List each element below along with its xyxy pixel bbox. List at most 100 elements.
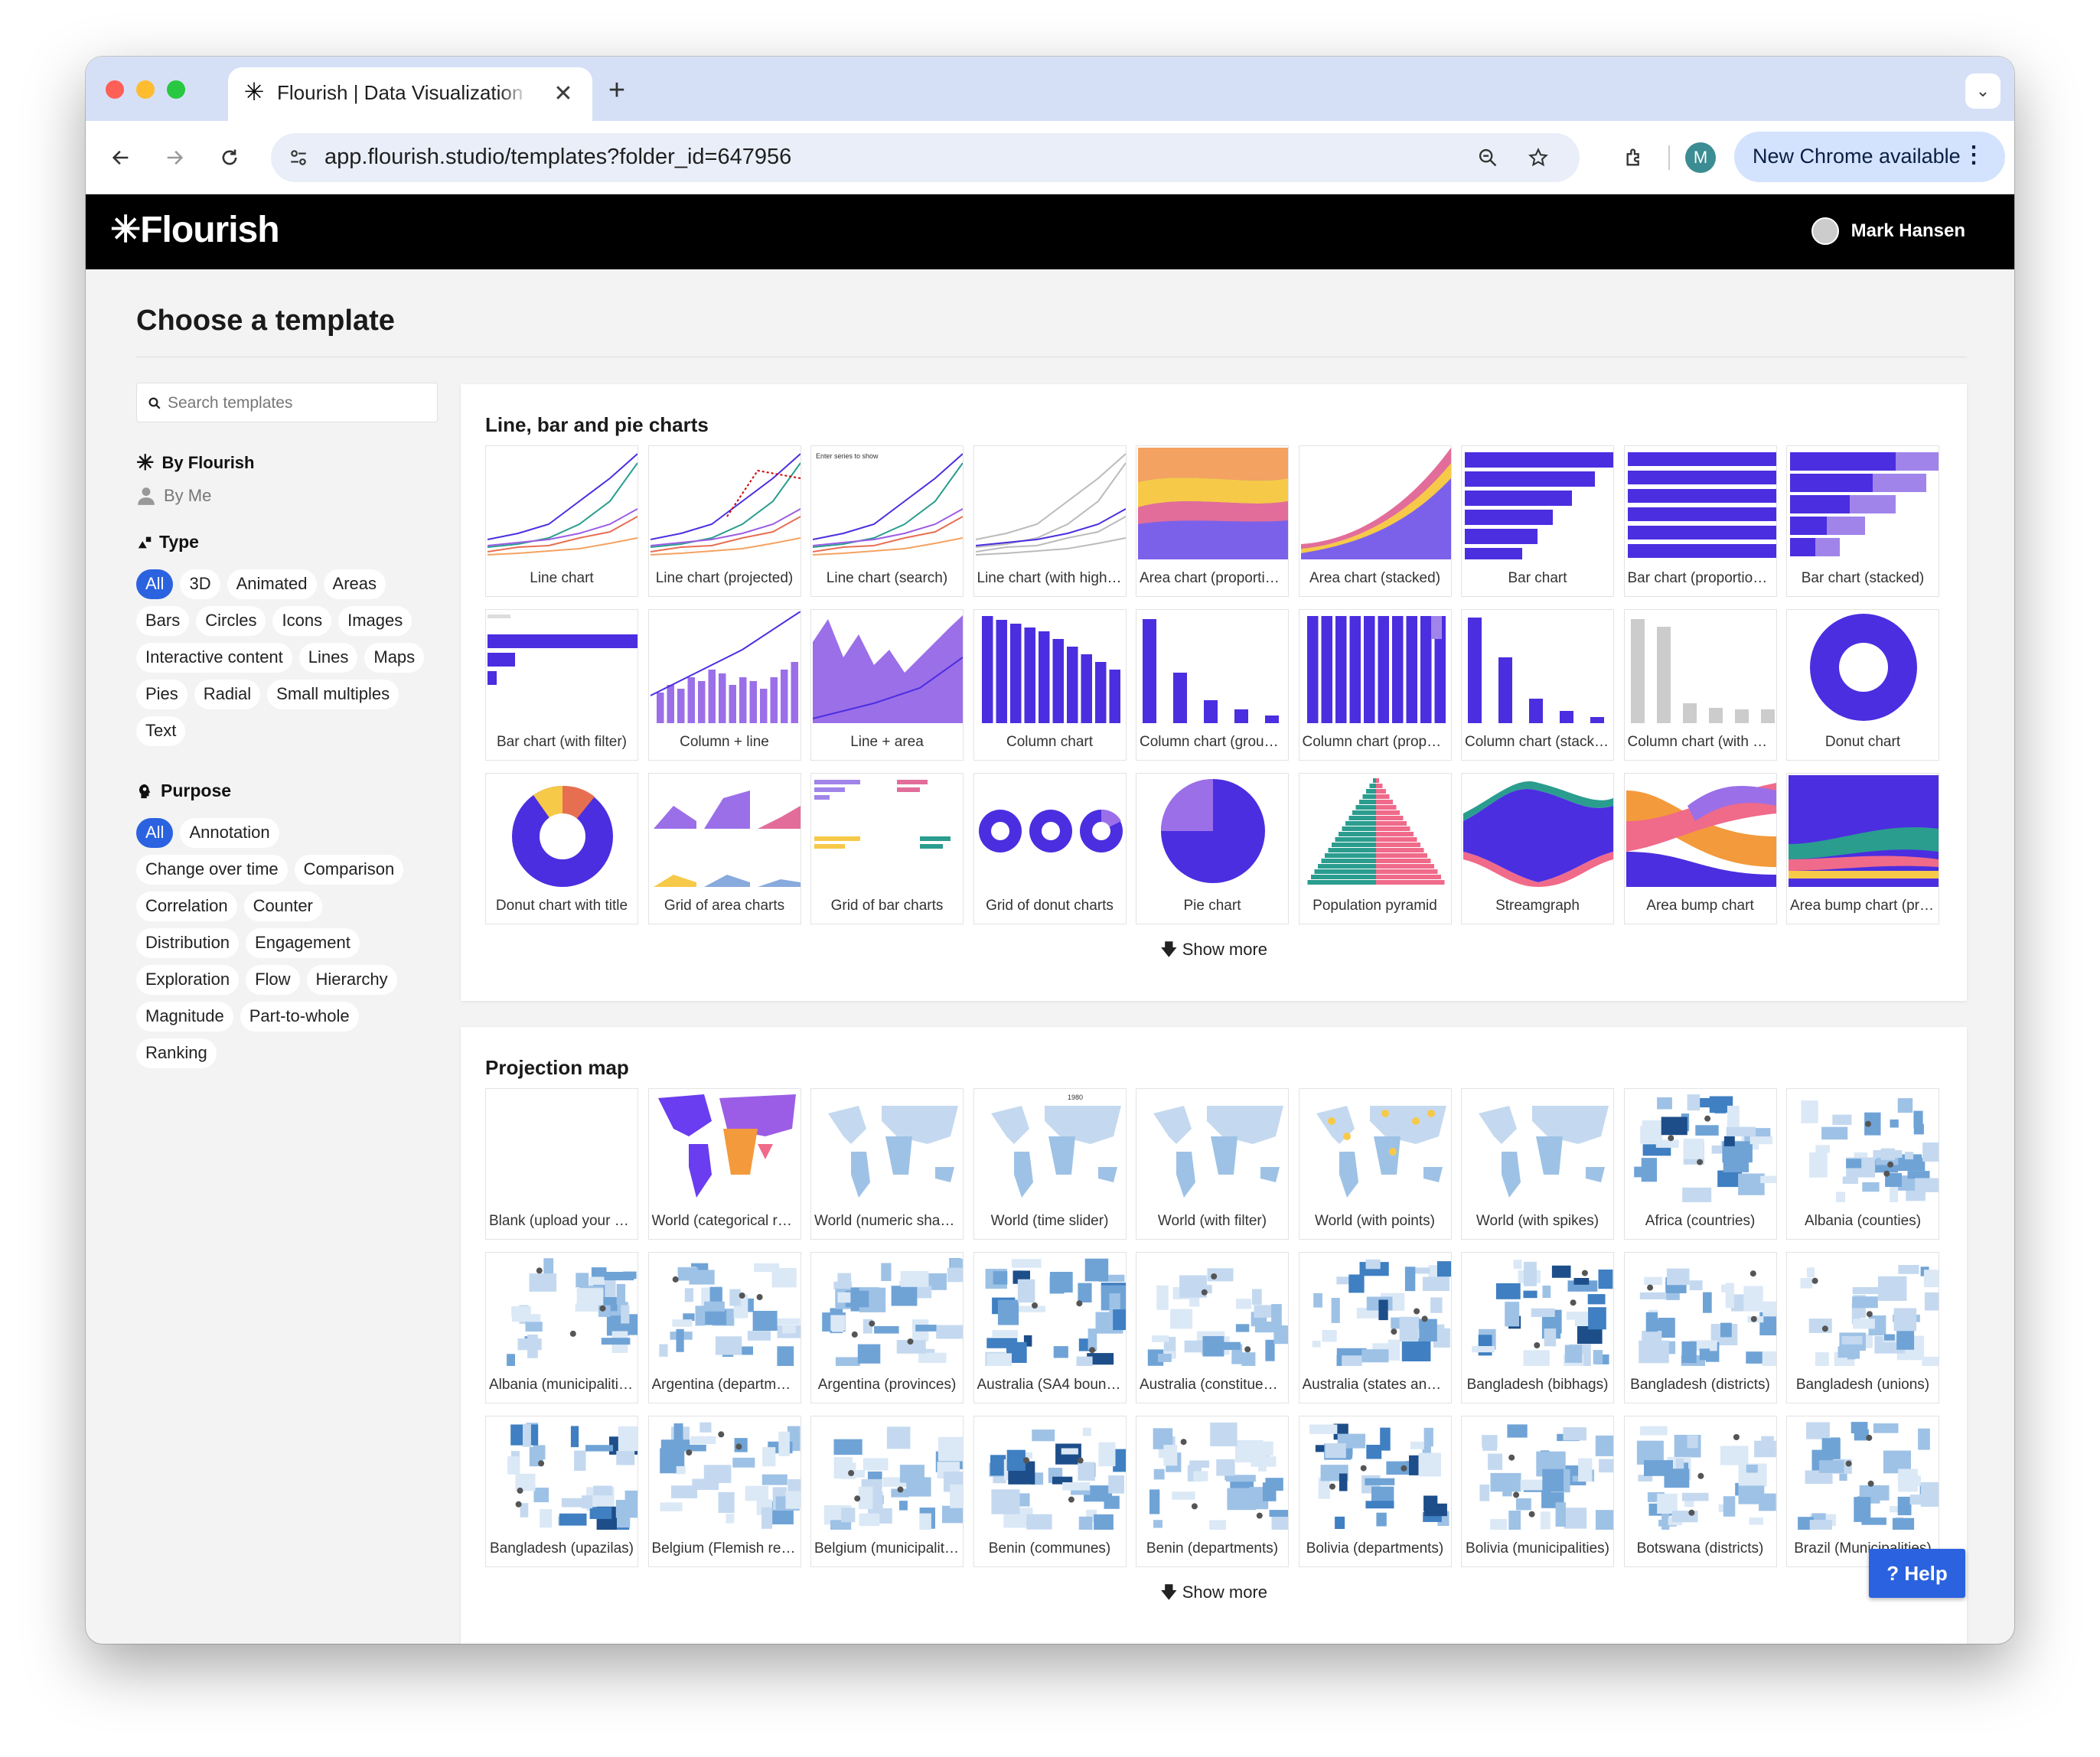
template-card-argentina-provinces[interactable]: Argentina (provinces) [810,1252,964,1403]
template-card-line-chart-search[interactable]: Enter series to show Line chart (search) [810,445,964,597]
template-card-bar-chart[interactable]: Bar chart [1461,445,1614,597]
new-tab-icon[interactable]: + [608,73,626,106]
close-tab-icon[interactable]: ✕ [553,80,573,106]
template-card-albania-counties[interactable]: Albania (counties) [1786,1088,1939,1240]
template-card-grid-of-bar-charts[interactable]: Grid of bar charts [810,773,964,924]
template-card-world-time-slider[interactable]: 1980 World (time slider) [973,1088,1127,1240]
reload-icon[interactable] [211,139,248,176]
template-card-line-chart-with-highlights[interactable]: Line chart (with highlights) [973,445,1127,597]
template-card-australia-sa4-boundaries[interactable]: Australia (SA4 boundaries) [973,1252,1127,1403]
template-card-population-pyramid[interactable]: Population pyramid [1298,773,1452,924]
tab-search-chevron-down-icon[interactable]: ⌄ [1965,73,2001,109]
search-templates-input[interactable]: Search templates [136,383,438,422]
template-card-argentina-departments[interactable]: Argentina (departments) [647,1252,801,1403]
template-card-bangladesh-bibhags[interactable]: Bangladesh (bibhags) [1461,1252,1614,1403]
type-filter-circles[interactable]: Circles [196,606,266,636]
template-card-column-chart-proportional[interactable]: Column chart (proportional) [1298,609,1452,761]
type-filter-icons[interactable]: Icons [272,606,332,636]
show-more-button[interactable]: 🡇 Show more [461,1579,1967,1609]
template-card-africa-countries[interactable]: Africa (countries) [1623,1088,1777,1240]
template-card-bangladesh-unions[interactable]: Bangladesh (unions) [1786,1252,1939,1403]
purpose-filter-comparison[interactable]: Comparison [294,855,404,885]
help-button[interactable]: ? Help [1869,1549,1965,1598]
purpose-filter-ranking[interactable]: Ranking [136,1038,217,1068]
template-card-column-chart[interactable]: Column chart [973,609,1127,761]
type-filter-interactive-content[interactable]: Interactive content [136,643,292,673]
template-card-world-with-filter[interactable]: World (with filter) [1136,1088,1289,1240]
type-filter-lines[interactable]: Lines [298,643,358,673]
template-card-bangladesh-districts[interactable]: Bangladesh (districts) [1623,1252,1777,1403]
purpose-filter-change-over-time[interactable]: Change over time [136,855,288,885]
template-card-botswana-districts[interactable]: Botswana (districts) [1623,1416,1777,1567]
purpose-filter-part-to-whole[interactable]: Part-to-whole [240,1002,359,1032]
type-filter-text[interactable]: Text [136,716,186,746]
template-card-column-line[interactable]: Column + line [647,609,801,761]
template-card-grid-of-area-charts[interactable]: Grid of area charts [647,773,801,924]
address-bar[interactable]: app.flourish.studio/templates?folder_id=… [271,133,1580,182]
template-card-area-bump-chart-proportional[interactable]: Area bump chart (proportional) [1786,773,1939,924]
purpose-filter-annotation[interactable]: Annotation [180,818,279,848]
type-filter-areas[interactable]: Areas [323,569,386,599]
purpose-filter-flow[interactable]: Flow [246,965,300,995]
flourish-logo[interactable]: ✳Flourish [110,210,280,250]
type-filter-bars[interactable]: Bars [136,606,190,636]
template-card-column-chart-with-highlights[interactable]: Column chart (with highlights) [1623,609,1777,761]
forward-arrow-icon[interactable] [156,139,193,176]
template-card-blank-upload-your-own[interactable]: Blank (upload your own) [485,1088,638,1240]
template-card-donut-chart-with-title[interactable]: Donut chart with title [485,773,638,924]
by-flourish-link[interactable]: ✳ By Flourish [136,450,438,475]
template-card-bolivia-municipalities[interactable]: Bolivia (municipalities) [1461,1416,1614,1567]
site-settings-icon[interactable] [285,144,312,171]
purpose-filter-exploration[interactable]: Exploration [136,965,240,995]
type-filter-maps[interactable]: Maps [364,643,425,673]
type-filter-all[interactable]: All [136,569,174,599]
template-card-line-area[interactable]: Line + area [810,609,964,761]
template-card-benin-departments[interactable]: Benin (departments) [1136,1416,1289,1567]
type-filter-pies[interactable]: Pies [136,680,188,709]
minimize-window-button[interactable] [136,80,155,99]
template-card-belgium-municipalities[interactable]: Belgium (municipalities) [810,1416,964,1567]
template-card-australia-states-and-territories[interactable]: Australia (states and territories) [1298,1252,1452,1403]
zoom-magnifier-icon[interactable] [1474,144,1502,171]
type-filter-animated[interactable]: Animated [227,569,317,599]
type-filter-radial[interactable]: Radial [194,680,261,709]
template-card-world-categorical-regions[interactable]: World (categorical regions) [647,1088,801,1240]
close-window-button[interactable] [106,80,124,99]
bookmark-star-icon[interactable] [1524,144,1552,171]
template-card-australia-constituencies[interactable]: Australia (constituencies) [1136,1252,1289,1403]
purpose-filter-correlation[interactable]: Correlation [136,892,237,921]
template-card-area-bump-chart[interactable]: Area bump chart [1623,773,1777,924]
template-card-column-chart-stacked[interactable]: Column chart (stacked) [1461,609,1614,761]
new-chrome-available-button[interactable]: New Chrome available ⋮ [1734,132,2005,182]
purpose-filter-hierarchy[interactable]: Hierarchy [306,965,397,995]
purpose-filter-engagement[interactable]: Engagement [246,928,360,958]
more-menu-icon[interactable]: ⋮ [1962,142,1985,168]
type-filter-images[interactable]: Images [338,606,412,636]
template-card-bar-chart-proportional[interactable]: Bar chart (proportional) [1623,445,1777,597]
template-card-world-numeric-shading[interactable]: World (numeric shading) [810,1088,964,1240]
template-card-bar-chart-with-filter[interactable]: Bar chart (with filter) [485,609,638,761]
template-card-column-chart-grouped[interactable]: Column chart (grouped) [1136,609,1289,761]
purpose-filter-magnitude[interactable]: Magnitude [136,1002,233,1032]
template-card-area-chart-proportional[interactable]: Area chart (proportional) [1136,445,1289,597]
type-filter-small-multiples[interactable]: Small multiples [267,680,399,709]
browser-tab[interactable]: ✳ Flourish | Data Visualization & Storyt… [228,67,592,122]
show-more-button[interactable]: 🡇 Show more [461,937,1967,966]
template-card-area-chart-stacked[interactable]: Area chart (stacked) [1298,445,1452,597]
type-filter-3d[interactable]: 3D [180,569,220,599]
template-card-bolivia-departments[interactable]: Bolivia (departments) [1298,1416,1452,1567]
by-me-link[interactable]: By Me [136,486,438,506]
template-card-bangladesh-upazilas[interactable]: Bangladesh (upazilas) [485,1416,638,1567]
extensions-puzzle-icon[interactable] [1616,139,1653,176]
user-menu[interactable]: Mark Hansen [1811,217,1965,245]
zoom-window-button[interactable] [167,80,185,99]
template-card-grid-of-donut-charts[interactable]: Grid of donut charts [973,773,1127,924]
profile-avatar[interactable]: M [1685,142,1716,173]
template-card-donut-chart[interactable]: Donut chart [1786,609,1939,761]
template-card-pie-chart[interactable]: Pie chart [1136,773,1289,924]
back-arrow-icon[interactable] [103,139,139,176]
template-card-bar-chart-stacked[interactable]: Bar chart (stacked) [1786,445,1939,597]
purpose-filter-all[interactable]: All [136,818,174,848]
template-card-benin-communes[interactable]: Benin (communes) [973,1416,1127,1567]
template-card-world-with-spikes[interactable]: World (with spikes) [1461,1088,1614,1240]
